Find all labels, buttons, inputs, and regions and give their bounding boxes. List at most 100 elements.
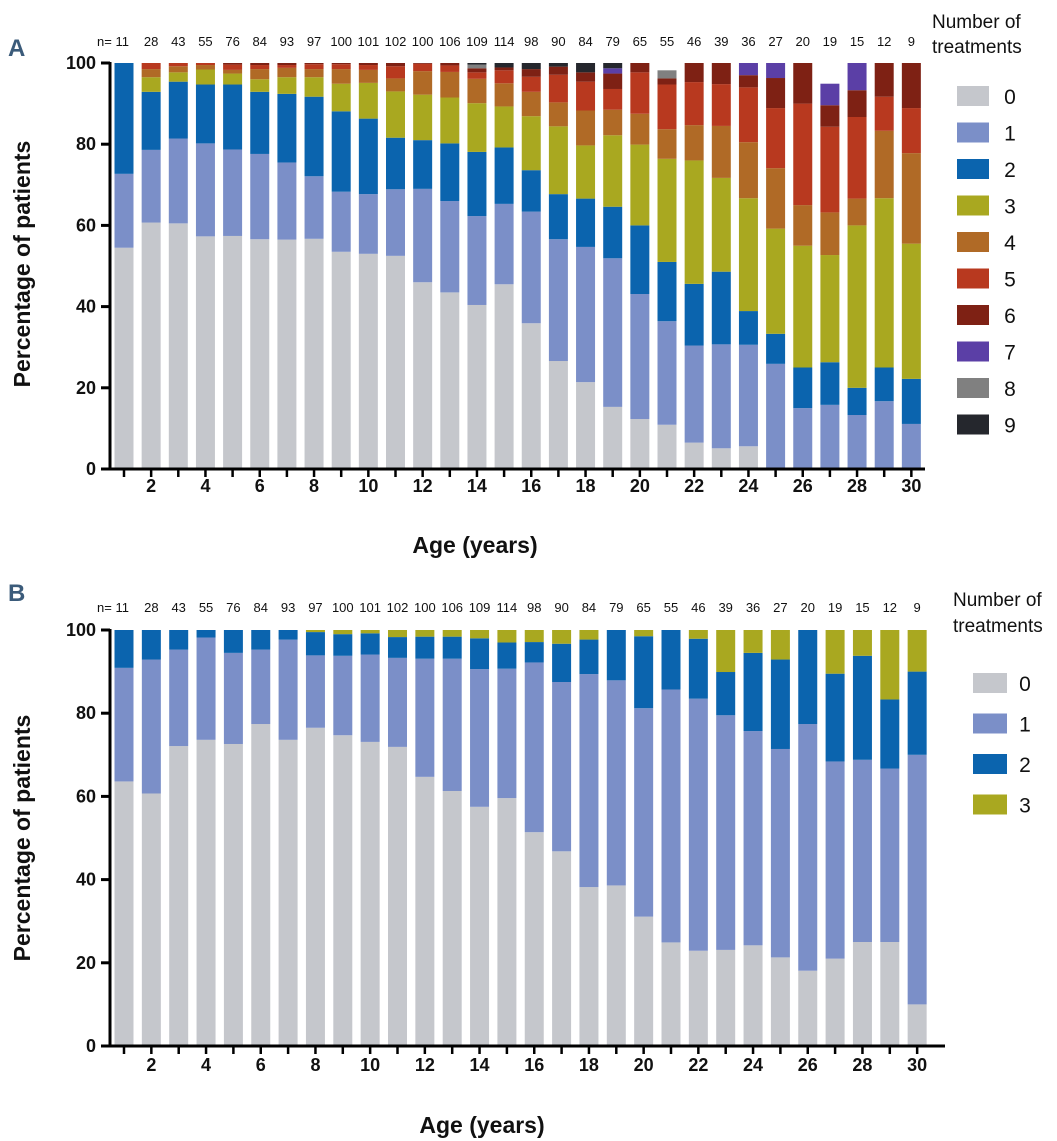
panel-b-n-label-age-25: 27	[773, 600, 787, 615]
panel-a-bar-age-24-treatments-4	[738, 142, 758, 199]
panel-b-bar-age-7-treatments-1	[278, 639, 298, 740]
panel-a-bar-age-22-treatments-6	[684, 63, 704, 83]
panel-b-bar-age-14-treatments-3	[470, 630, 490, 639]
panel-a-bar-age-27-treatments-3	[820, 255, 840, 363]
panel-a-bar-age-21-treatments-2	[657, 261, 677, 322]
panel-b-bar-age-19-treatments-2	[606, 630, 626, 681]
panel-a-n-label-age-26: 20	[796, 34, 810, 49]
panel-a-bar-age-18-treatments-9	[576, 63, 596, 73]
panel-b-bar-age-5-treatments-0	[223, 743, 243, 1046]
panel-a-bar-age-19-treatments-3	[603, 135, 623, 207]
panel-a-bar-age-22-treatments-5	[684, 82, 704, 126]
panel-a-bar-age-10-treatments-2	[358, 118, 378, 195]
panel-b-n-label-age-2: 28	[144, 600, 158, 615]
panel-a-bar-age-14-treatments-6	[467, 68, 487, 73]
panel-b-bar-age-25-treatments-2	[770, 659, 790, 749]
panel-a-bar-age-8-treatments-0	[304, 238, 324, 469]
panel-a-bar-age-26-treatments-2	[793, 367, 813, 409]
panel-a-n-label-age-11: 102	[385, 34, 407, 49]
panel-b-n-label-age-24: 36	[746, 600, 760, 615]
panel-a-bar-age-2-treatments-5	[141, 63, 161, 70]
panel-a-bar-age-6-treatments-6	[250, 63, 270, 66]
panel-a-bar-age-19-treatments-5	[603, 88, 623, 110]
panel-b-n-label-age-28: 15	[855, 600, 869, 615]
panel-a-bar-age-28-treatments-1	[847, 415, 867, 469]
panel-b-n-label-age-23: 39	[718, 600, 732, 615]
panel-b-bar-age-9-treatments-2	[333, 634, 353, 656]
panel-b-legend-label-2: 2	[1019, 754, 1031, 777]
panel-b-x-tick-label-16: 16	[524, 1055, 544, 1075]
panel-a-n-label-age-7: 93	[280, 34, 294, 49]
panel-a-bar-age-30-treatments-5	[901, 108, 921, 154]
panel-b-bar-age-4-treatments-2	[196, 630, 216, 638]
panel-a-bar-age-30-treatments-3	[901, 243, 921, 379]
panel-b-x-axis-title: Age (years)	[419, 1112, 544, 1138]
panel-b-x-tick-label-28: 28	[852, 1055, 872, 1075]
panel-a-x-tick-label-12: 12	[413, 476, 433, 496]
panel-a-bar-age-2-treatments-4	[141, 69, 161, 78]
panel-a-bar-age-5-treatments-2	[223, 84, 243, 150]
panel-a-bar-age-18-treatments-6	[576, 72, 596, 82]
panel-a-bar-age-17-treatments-3	[548, 126, 568, 195]
panel-a-bar-age-11-treatments-6	[386, 63, 405, 67]
panel-a-bar-age-23-treatments-0	[711, 448, 731, 469]
panel-a-x-tick-label-8: 8	[309, 476, 319, 496]
panel-a-bar-age-13-treatments-1	[440, 201, 460, 293]
panel-b-n-label-age-7: 93	[281, 600, 295, 615]
panel-a-legend-swatch-1	[957, 122, 989, 143]
panel-a-n-label-age-12: 100	[412, 34, 434, 49]
panel-b-bar-age-21-treatments-0	[661, 942, 681, 1046]
panel-a-bar-age-3-treatments-3	[168, 72, 188, 82]
panel-a-bar-age-8-treatments-6	[304, 63, 324, 65]
panel-b-bar-age-21-treatments-2	[661, 630, 681, 690]
panel-b-bar-age-27-treatments-1	[825, 761, 845, 959]
panel-a-bar-age-15-treatments-3	[494, 106, 514, 148]
panel-b-bar-age-25-treatments-0	[770, 957, 790, 1046]
panel-a-bar-age-3-treatments-2	[168, 81, 188, 139]
panel-b-bar-age-27-treatments-0	[825, 958, 845, 1046]
panel-a-bar-age-7-treatments-6	[277, 63, 297, 66]
panel-b-bar-age-4-treatments-0	[196, 739, 216, 1046]
panel-a-n-label-age-16: 98	[524, 34, 538, 49]
panel-b-legend-swatch-2	[973, 754, 1007, 774]
panel-a-bar-age-19-treatments-7	[603, 68, 623, 74]
panel-a-legend-swatch-0	[957, 86, 989, 106]
panel-a-bar-age-11-treatments-0	[386, 255, 405, 469]
panel-a-bar-age-17-treatments-0	[548, 361, 568, 469]
panel-a-bar-age-20-treatments-0	[630, 419, 650, 469]
panel-a-bar-age-5-treatments-5	[223, 64, 243, 70]
panel-a-bar-age-26-treatments-3	[793, 245, 813, 368]
panel-a-bar-age-25-treatments-2	[766, 333, 786, 364]
panel-a-bar-age-17-treatments-9	[548, 63, 568, 67]
panel-a-bar-age-8-treatments-3	[304, 77, 324, 97]
panel-a-legend-title-line1: Number of	[932, 12, 1021, 33]
panel-b-bar-age-20-treatments-3	[634, 630, 654, 637]
panel-a-bar-age-26-treatments-5	[793, 103, 813, 206]
panel-a-bar-age-11-treatments-4	[386, 78, 405, 92]
panel-b-axes: n= 11 28 43 55 76 84 93 97 100 101 102 100 106 109 114…	[66, 600, 945, 1075]
panel-a-bar-age-28-treatments-6	[847, 90, 867, 117]
panel-b-legend-label-3: 3	[1019, 795, 1031, 818]
panel-b-bar-age-14-treatments-0	[470, 806, 490, 1046]
panel-a-legend-label-7: 7	[1004, 342, 1016, 365]
panel-b-bar-age-1-treatments-1	[114, 667, 134, 782]
panel-b-bar-age-22-treatments-1	[688, 698, 708, 951]
panel-b-bar-age-11-treatments-1	[388, 657, 407, 747]
panel-a-legend-swatch-9	[957, 414, 989, 435]
panel-a-bar-age-2-treatments-1	[141, 149, 161, 223]
panel-b-x-tick-label-12: 12	[415, 1055, 435, 1075]
panel-b-bar-age-12-treatments-2	[415, 636, 435, 659]
panel-b-bar-age-26-treatments-2	[798, 630, 818, 725]
panel-a-n-label-age-15: 114	[494, 34, 515, 49]
panel-b-bar-age-23-treatments-1	[716, 715, 736, 950]
panel-a-legend-title-line2: treatments	[932, 37, 1022, 58]
panel-a-bar-age-14-treatments-0	[467, 304, 487, 469]
panel-b-n-label-age-29: 12	[883, 600, 897, 615]
panel-a-bar-age-12-treatments-0	[413, 282, 433, 469]
panel-b-x-tick-label-30: 30	[907, 1055, 927, 1075]
panel-b-bar-age-7-treatments-2	[278, 630, 298, 640]
panel-b-bar-age-16-treatments-2	[524, 642, 544, 663]
panel-a-bar-age-30-treatments-4	[901, 153, 921, 244]
panel-b-x-tick-label-10: 10	[360, 1055, 380, 1075]
panel-a-bar-age-15-treatments-0	[494, 284, 514, 469]
